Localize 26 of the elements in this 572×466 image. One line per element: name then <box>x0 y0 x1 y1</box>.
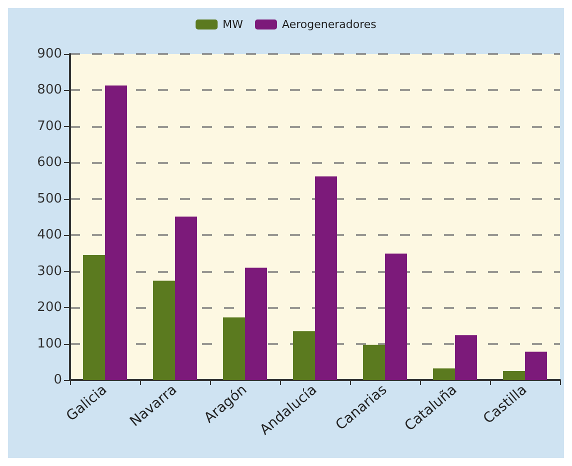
y-tick-label: 500 <box>37 191 62 206</box>
bar <box>433 368 455 380</box>
bar <box>503 370 525 380</box>
y-tick-label: 700 <box>37 118 62 134</box>
bar <box>83 255 105 380</box>
y-tick-label: 300 <box>37 264 62 279</box>
y-tick-label: 600 <box>37 155 62 170</box>
bar <box>315 176 337 380</box>
bar <box>293 331 315 380</box>
bar <box>105 86 127 380</box>
bar <box>363 344 385 380</box>
bar <box>525 352 547 380</box>
y-tick-label: 100 <box>37 336 62 352</box>
y-tick-label: 200 <box>37 300 62 316</box>
legend-label: MW <box>222 18 244 31</box>
y-tick-label: 400 <box>37 228 62 243</box>
bar <box>245 268 267 380</box>
bar <box>153 280 175 380</box>
bar <box>175 216 197 380</box>
bar <box>385 254 407 380</box>
y-tick-label: 0 <box>54 372 62 388</box>
y-tick-label: 900 <box>37 46 62 62</box>
y-tick-label: 800 <box>37 82 62 98</box>
legend-label: Aerogeneradores <box>282 18 377 31</box>
bar <box>455 335 477 380</box>
bar <box>223 317 245 380</box>
